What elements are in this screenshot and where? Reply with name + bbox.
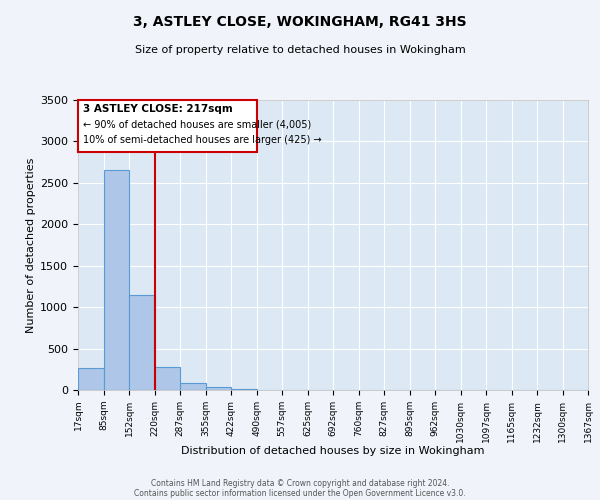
Bar	[104, 170, 129, 390]
X-axis label: Distribution of detached houses by size in Wokingham: Distribution of detached houses by size …	[181, 446, 485, 456]
Y-axis label: Number of detached properties: Number of detached properties	[26, 158, 36, 332]
Bar	[78, 368, 104, 390]
Bar	[231, 389, 257, 390]
Text: Size of property relative to detached houses in Wokingham: Size of property relative to detached ho…	[134, 45, 466, 55]
Bar	[206, 386, 231, 390]
Text: Contains public sector information licensed under the Open Government Licence v3: Contains public sector information licen…	[134, 488, 466, 498]
Text: 3, ASTLEY CLOSE, WOKINGHAM, RG41 3HS: 3, ASTLEY CLOSE, WOKINGHAM, RG41 3HS	[133, 15, 467, 29]
Bar	[129, 294, 155, 390]
Text: Contains HM Land Registry data © Crown copyright and database right 2024.: Contains HM Land Registry data © Crown c…	[151, 478, 449, 488]
Text: 3 ASTLEY CLOSE: 217sqm: 3 ASTLEY CLOSE: 217sqm	[83, 104, 232, 114]
Text: 10% of semi-detached houses are larger (425) →: 10% of semi-detached houses are larger (…	[83, 135, 321, 145]
Bar	[180, 383, 206, 390]
Bar	[78, 100, 257, 152]
Text: ← 90% of detached houses are smaller (4,005): ← 90% of detached houses are smaller (4,…	[83, 120, 311, 130]
Bar	[155, 367, 180, 390]
